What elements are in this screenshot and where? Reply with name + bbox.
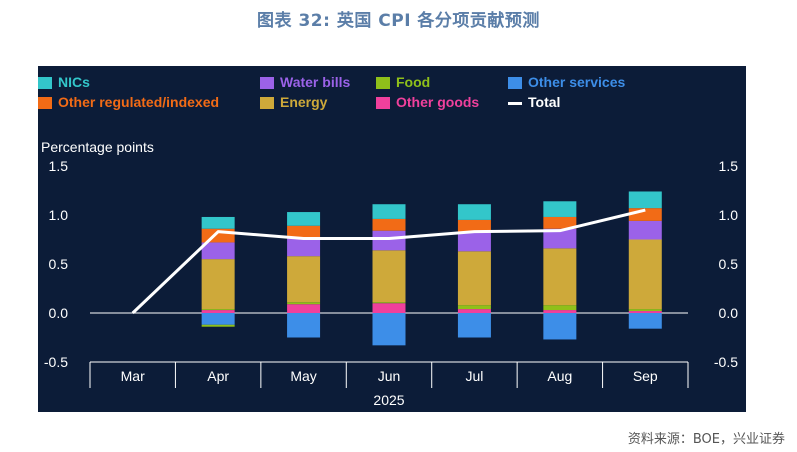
legend-label: NICs	[58, 74, 90, 90]
x-tick-label: Sep	[633, 368, 658, 384]
legend-label: Food	[396, 74, 431, 90]
bar-segment-other-goods	[543, 310, 577, 313]
bar-segment-other-regulated-indexed	[287, 225, 321, 238]
bar-segment-other-services	[543, 313, 577, 340]
bar-segment-other-regulated-indexed	[457, 219, 491, 232]
y-tick-label-right: 1.5	[719, 158, 739, 174]
legend-label: Other services	[528, 74, 626, 90]
bar-segment-other-services	[287, 313, 321, 338]
bar-segment-nics	[543, 201, 577, 217]
y-tick-label-left: 1.0	[49, 207, 69, 223]
bar-segment-nics	[372, 204, 406, 219]
legend-swatch	[376, 77, 390, 89]
page-title: 图表 32: 英国 CPI 各分项贡献预测	[257, 11, 540, 31]
chart-plot: Percentage points 1.5 1.5 1.0 1.0 0.5 0.5 0.0 0.…	[41, 139, 739, 408]
bar-segment-food	[372, 302, 406, 304]
x-tick-label: Mar	[121, 368, 145, 384]
bar-segment-water-bills	[457, 231, 491, 252]
legend-label: Energy	[280, 94, 328, 110]
x-tick-label: Jun	[378, 368, 401, 384]
bar-segment-water-bills	[372, 230, 406, 251]
bar-segment-water-bills	[628, 220, 662, 240]
legend-swatch	[376, 97, 390, 109]
y-tick-label-right: 0.5	[719, 256, 739, 272]
bar-segment-food	[628, 309, 662, 312]
source-note: 资料来源：BOE，兴业证券	[627, 432, 785, 447]
bar-segment-food	[201, 324, 235, 327]
legend-swatch	[38, 97, 52, 109]
x-tick-label: Aug	[547, 368, 572, 384]
y-tick-label-right: 1.0	[719, 207, 739, 223]
bar-segment-food	[287, 302, 321, 305]
legend-label: Total	[528, 94, 561, 110]
legend-swatch	[260, 77, 274, 89]
bar-segment-energy	[543, 248, 577, 306]
x-tick-label: May	[290, 368, 316, 384]
bar-segment-other-goods	[287, 304, 321, 313]
bar-segment-other-goods	[372, 303, 406, 313]
bar-segment-energy	[372, 250, 406, 303]
bar-segment-other-services	[628, 313, 662, 329]
y-tick-label-right: 0.0	[719, 305, 739, 321]
bar-segment-other-regulated-indexed	[628, 208, 662, 221]
bar-segment-other-goods	[201, 310, 235, 313]
bar-segment-water-bills	[201, 242, 235, 260]
bar-segment-other-services	[457, 313, 491, 338]
bar-segment-other-services	[372, 313, 406, 346]
y-tick-label-left: 1.5	[49, 158, 69, 174]
bar-segment-energy	[457, 251, 491, 306]
bar-segment-food	[543, 305, 577, 311]
bar-segment-energy	[287, 256, 321, 303]
x-tick-label: Apr	[207, 368, 229, 384]
bar-segment-water-bills	[287, 237, 321, 257]
legend-swatch	[508, 77, 522, 89]
y-tick-label-left: 0.0	[49, 305, 69, 321]
legend-label: Other goods	[396, 94, 480, 110]
total-line	[131, 208, 646, 315]
bar-segment-other-regulated-indexed	[372, 218, 406, 231]
y-tick-label-right: -0.5	[714, 354, 738, 370]
bar-segment-nics	[628, 191, 662, 209]
bar-segment-food	[201, 309, 235, 311]
y-tick-label-left: -0.5	[44, 354, 68, 370]
x-axis-label: 2025	[373, 392, 404, 408]
bar-segment-other-goods	[628, 311, 662, 313]
legend-swatch	[508, 102, 522, 105]
bar-segment-nics	[457, 204, 491, 220]
bar-segment-other-goods	[457, 309, 491, 313]
y-tick-label-left: 0.5	[49, 256, 69, 272]
legend-label: Other regulated/indexed	[58, 94, 220, 110]
bar-segment-energy	[201, 259, 235, 310]
legend-swatch	[260, 97, 274, 109]
bar-segment-other-regulated-indexed	[543, 216, 577, 229]
bar-segment-food	[457, 305, 491, 310]
bar-segment-energy	[628, 239, 662, 310]
y-axis-label: Percentage points	[41, 139, 154, 155]
legend-swatch	[38, 77, 52, 89]
bar-segment-nics	[201, 216, 235, 229]
bar-segment-other-services	[201, 313, 235, 325]
chart-panel: NICs Water bills Food Other services Other r…	[38, 66, 746, 412]
x-tick-label: Jul	[465, 368, 483, 384]
legend-label: Water bills	[280, 74, 351, 90]
bar-segment-water-bills	[543, 228, 577, 249]
bar-segment-nics	[287, 212, 321, 226]
